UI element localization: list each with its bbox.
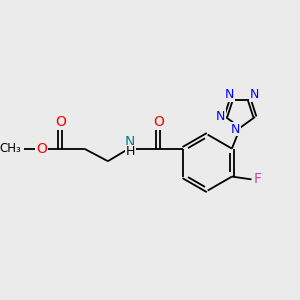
Text: O: O (36, 142, 47, 156)
Text: H: H (126, 146, 135, 158)
Text: N: N (250, 88, 259, 101)
Text: F: F (254, 172, 262, 186)
Text: N: N (225, 88, 235, 101)
Text: N: N (216, 110, 225, 123)
Text: O: O (153, 115, 164, 129)
Text: O: O (55, 115, 66, 129)
Text: N: N (125, 135, 136, 149)
Text: CH₃: CH₃ (0, 142, 21, 155)
Text: N: N (231, 122, 240, 136)
